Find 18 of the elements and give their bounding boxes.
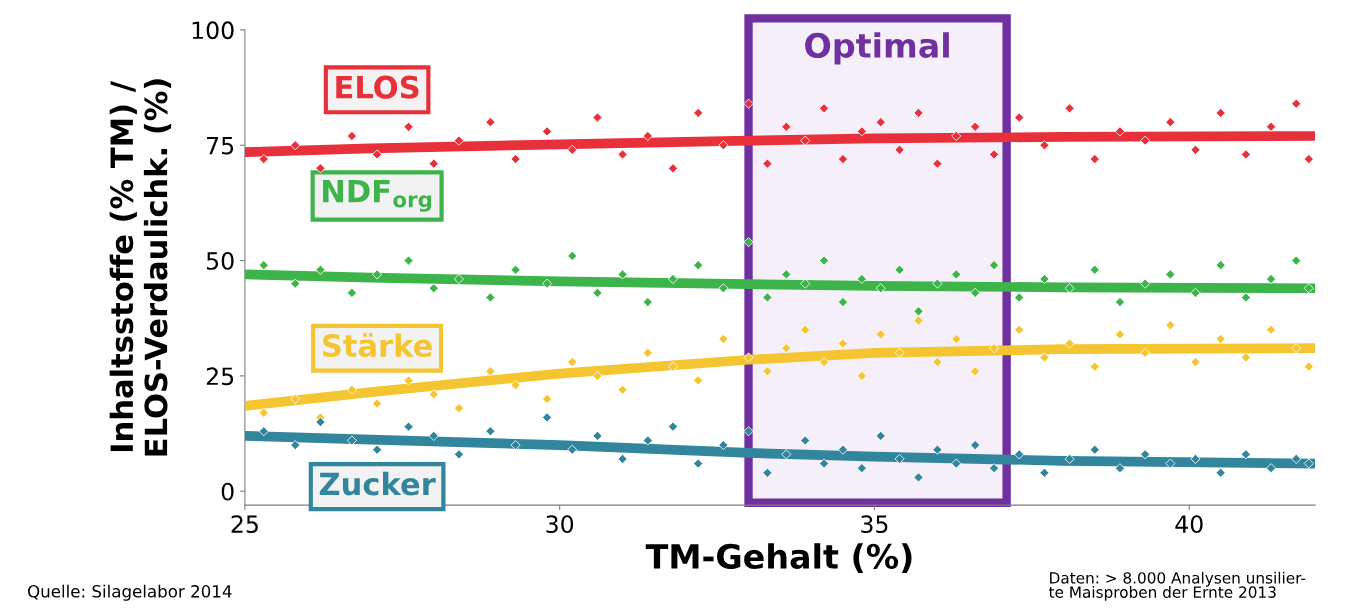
series-label: NDF$_{org}$ xyxy=(323,179,432,212)
y-axis-title: Inhaltsstoffe (% TM) / ELOS-Verdaulichk. (%) xyxy=(109,79,172,456)
x-tick-label: 35 xyxy=(861,515,888,534)
x-tick-label: 30 xyxy=(546,515,574,534)
series-label: ELOS xyxy=(336,75,419,99)
x-tick-label: 40 xyxy=(1175,515,1203,534)
y-tick-label: 100 xyxy=(192,21,234,40)
y-tick-label: 75 xyxy=(207,136,234,155)
y-tick-label: 25 xyxy=(206,367,234,386)
x-tick-label: 25 xyxy=(231,515,258,534)
y-tick-label: 0 xyxy=(221,482,234,501)
y-tick-label: 50 xyxy=(206,252,234,270)
x-axis-title: TM-Gehalt (%) xyxy=(645,543,912,573)
series-label: Stärke xyxy=(323,333,432,358)
text: Daten: > 8.000 Analysen unsilier- te Maisproben der Ernte 2013 xyxy=(1048,571,1306,601)
source-note: Quelle: Silagelabor 2014 xyxy=(27,584,232,601)
band-label: Optimal xyxy=(805,32,949,65)
series-label: Zucker xyxy=(319,471,436,496)
